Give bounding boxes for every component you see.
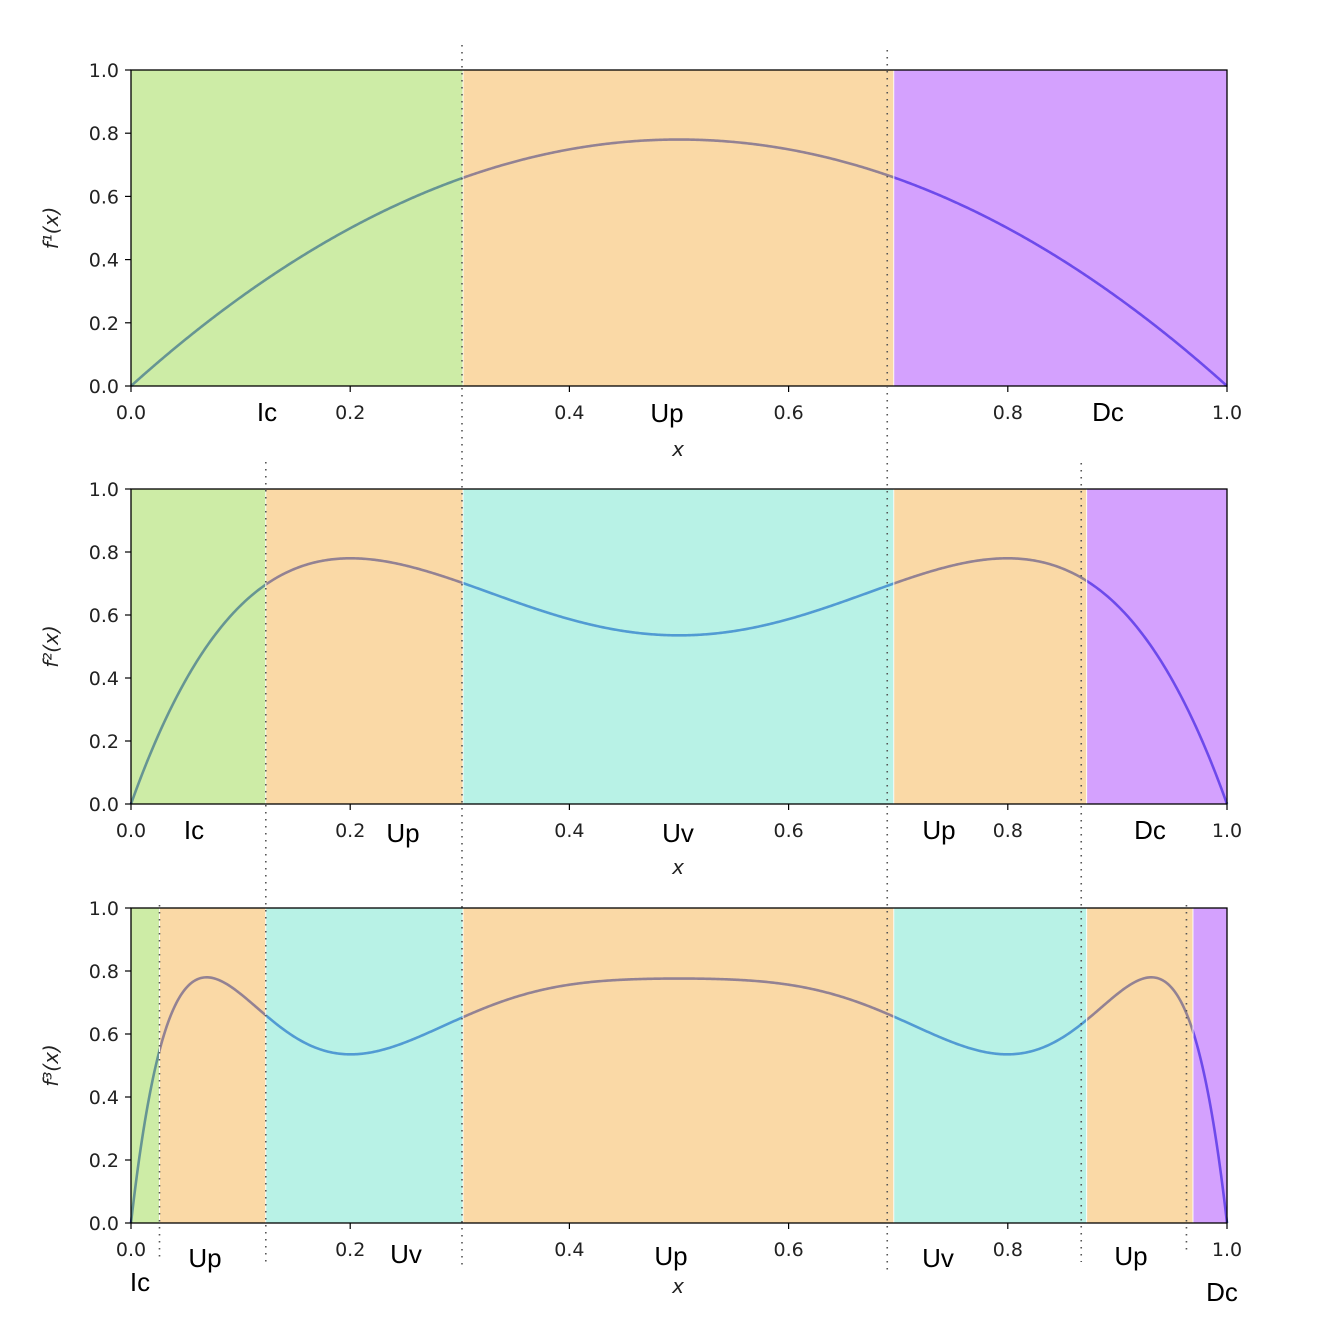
x-axis-label: x xyxy=(671,1274,684,1298)
y-tick-label: 0.0 xyxy=(89,376,119,398)
region-label: Up xyxy=(188,1243,221,1273)
y-axis-label: f¹(x) xyxy=(39,207,63,250)
region-orange xyxy=(265,488,464,805)
region-label: Uv xyxy=(662,818,694,848)
region-orange xyxy=(462,907,895,1224)
region-cyan xyxy=(462,488,895,805)
subplot-3: Ic Up Uv Up Uv Up Dc 0.0 0.2 0.4 0.6 0.8 1.0 0.0 0.2 0.… xyxy=(39,898,1242,1307)
y-tick-label: 0.4 xyxy=(89,668,119,690)
x-tick-label: 0.2 xyxy=(335,402,365,424)
x-tick-label: 0.2 xyxy=(335,1239,365,1261)
y-tick-label: 0.8 xyxy=(89,542,119,564)
x-axis-label: x xyxy=(671,437,684,461)
x-tick-label: 0.4 xyxy=(554,820,584,842)
y-tick-label: 0.8 xyxy=(89,961,119,983)
y-tick-label: 0.6 xyxy=(89,186,119,208)
region-purple xyxy=(1192,907,1228,1224)
y-tick-label: 1.0 xyxy=(89,60,119,82)
y-tick-label: 0.2 xyxy=(89,313,119,335)
x-tick-label: 0.6 xyxy=(773,1239,803,1261)
axes-frame xyxy=(130,907,1228,1224)
region-label: Ic xyxy=(130,1267,150,1297)
y-tick-label: 1.0 xyxy=(89,479,119,501)
y-tick-label: 0.2 xyxy=(89,731,119,753)
y-tick-label: 0.6 xyxy=(89,1024,119,1046)
x-tick-label: 0.2 xyxy=(335,820,365,842)
x-tick-label: 0.6 xyxy=(773,402,803,424)
x-tick-label: 1.0 xyxy=(1212,402,1242,424)
region-label: Dc xyxy=(1206,1277,1238,1307)
y-tick-label: 0.2 xyxy=(89,1150,119,1172)
y-tick-label: 1.0 xyxy=(89,898,119,920)
region-label: Uv xyxy=(390,1239,422,1269)
x-tick-label: 0.6 xyxy=(773,820,803,842)
y-axis-label: f²(x) xyxy=(39,625,63,668)
region-label: Ic xyxy=(184,815,204,845)
subplot-2: Ic Up Uv Up Dc 0.0 0.2 0.4 0.6 0.8 1.0 0.0 0.2 0.4 0.6… xyxy=(39,479,1242,879)
region-cyan xyxy=(265,907,464,1224)
region-green xyxy=(130,69,464,387)
x-tick-label: 1.0 xyxy=(1212,1239,1242,1261)
region-label: Up xyxy=(654,1241,687,1271)
y-tick-label: 0.4 xyxy=(89,250,119,272)
y-tick-label: 0.6 xyxy=(89,605,119,627)
region-purple xyxy=(1086,488,1228,805)
y-tick-label: 0.4 xyxy=(89,1087,119,1109)
axes-frame xyxy=(130,69,1228,387)
x-tick-label: 0.0 xyxy=(116,402,146,424)
region-green xyxy=(130,488,267,805)
region-cyan xyxy=(893,907,1088,1224)
region-label: Up xyxy=(386,818,419,848)
region-green xyxy=(130,907,160,1224)
y-axis-label: f³(x) xyxy=(39,1044,63,1087)
region-label: Ic xyxy=(257,397,277,427)
x-tick-label: 1.0 xyxy=(1212,820,1242,842)
x-tick-label: 0.0 xyxy=(116,1239,146,1261)
x-tick-label: 0.8 xyxy=(993,1239,1023,1261)
region-label: Dc xyxy=(1092,397,1124,427)
x-tick-label: 0.8 xyxy=(993,402,1023,424)
region-label: Up xyxy=(650,398,683,428)
x-tick-label: 0.4 xyxy=(554,402,584,424)
region-label: Uv xyxy=(922,1243,954,1273)
x-tick-label: 0.0 xyxy=(116,820,146,842)
subplot-1: Ic Up Dc 0.0 0.2 0.4 0.6 0.8 1.0 0.0 0.2 0.4 0.6 0.8 1… xyxy=(39,60,1242,461)
region-label: Dc xyxy=(1134,815,1166,845)
y-tick-label: 0.0 xyxy=(89,794,119,816)
y-tick-label: 0.0 xyxy=(89,1213,119,1235)
axes-frame xyxy=(130,488,1228,805)
region-purple xyxy=(893,69,1228,387)
region-orange xyxy=(159,907,267,1224)
x-tick-label: 0.8 xyxy=(993,820,1023,842)
x-axis-label: x xyxy=(671,855,684,879)
region-orange xyxy=(893,488,1088,805)
y-tick-label: 0.8 xyxy=(89,123,119,145)
region-orange xyxy=(462,69,895,387)
x-tick-label: 0.4 xyxy=(554,1239,584,1261)
region-label: Up xyxy=(1114,1241,1147,1271)
region-orange xyxy=(1086,907,1194,1224)
region-label: Up xyxy=(922,815,955,845)
